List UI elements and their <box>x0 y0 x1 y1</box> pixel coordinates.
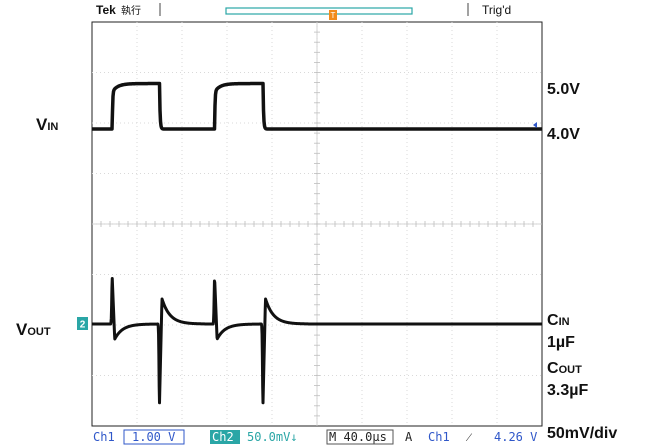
trigger-level: 4.26 V <box>494 430 537 444</box>
graticule-center-ticks <box>92 22 542 426</box>
vin-low-label: 4.0V <box>547 126 580 143</box>
ch2-label: Ch2 <box>212 430 234 444</box>
cin-value: 1µF <box>547 334 575 351</box>
trigger-slope: ⁄ <box>465 430 473 444</box>
ch1-scale: 1.00 V <box>132 430 175 444</box>
vout-label: VOUT <box>16 320 51 339</box>
timebase: M 40.0µs <box>329 430 387 444</box>
cout-label: COUT <box>547 360 582 377</box>
trigger-status: Trig'd <box>482 3 511 17</box>
vout-scale-label: 50mV/div <box>547 425 617 442</box>
cout-value: 3.3µF <box>547 382 588 399</box>
svg-text:T: T <box>331 11 336 20</box>
ch2-label-box <box>210 430 240 444</box>
vin-label: VIN <box>36 115 58 134</box>
ch1-vin-trace <box>90 81 544 131</box>
trigger-source: Ch1 <box>428 430 450 444</box>
status-bar: Ch1 1.00 V Ch2 50.0mV↓ M 40.0µs A Ch1 ⁄ … <box>93 429 537 445</box>
brand-label: Tek <box>96 3 116 17</box>
record-window-bar <box>225 7 413 15</box>
svg-text:2: 2 <box>80 320 86 331</box>
ch2-scale: 50.0mV↓ <box>247 430 298 444</box>
ch1-label: Ch1 <box>93 430 115 444</box>
timebase-box <box>326 429 394 445</box>
trigger-mode: A <box>405 430 413 444</box>
run-state-label: 執行 <box>121 4 141 17</box>
ch1-scale-box <box>123 429 185 445</box>
cin-label: CIN <box>547 312 570 329</box>
ch2-ground-marker: 2 <box>77 317 88 331</box>
ch1-level-marker <box>533 122 537 128</box>
trigger-position-marker: T <box>329 10 337 20</box>
ch2-vout-trace <box>90 277 544 405</box>
vin-high-label: 5.0V <box>547 81 580 98</box>
